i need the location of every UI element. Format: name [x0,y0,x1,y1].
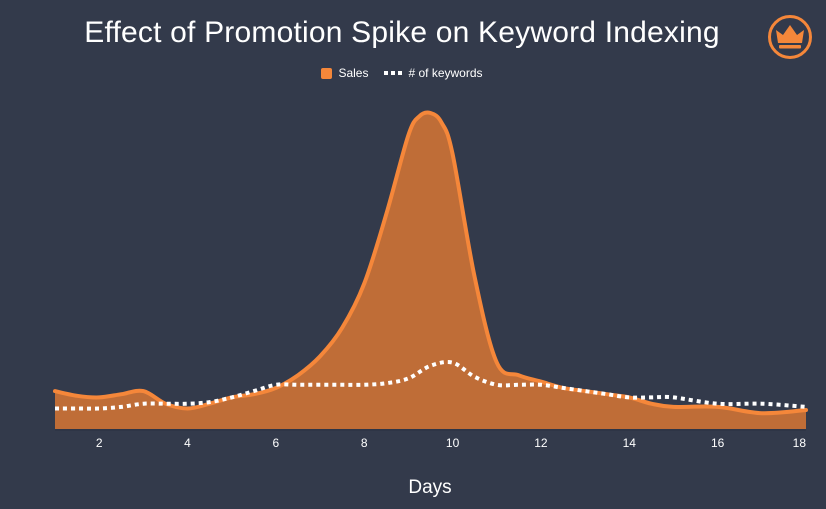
legend-label-sales: Sales [338,66,369,80]
keywords-line [55,359,807,411]
legend-label-keywords: # of keywords [408,66,483,80]
x-tick-label: 10 [446,436,460,450]
x-tick-label: 16 [711,436,725,450]
x-tick-label: 14 [623,436,637,450]
x-axis-label: Days [408,477,452,498]
legend-item-keywords[interactable]: # of keywords [384,66,483,80]
legend: Sales # of keywords [0,66,804,80]
x-tick-label: 2 [96,436,103,450]
legend-swatch-keywords [384,71,403,75]
sales-line [53,110,808,416]
x-tick-label: 4 [184,436,191,450]
legend-swatch-sales [321,67,333,79]
x-tick-label: 12 [534,436,548,450]
x-tick-label: 6 [273,436,280,450]
x-tick-label: 18 [793,436,807,450]
chart-title: Effect of Promotion Spike on Keyword Ind… [84,16,720,49]
x-tick-label: 8 [361,436,368,450]
legend-item-sales[interactable]: Sales [321,66,368,80]
crown-icon [768,15,812,59]
sales-area [55,112,806,430]
